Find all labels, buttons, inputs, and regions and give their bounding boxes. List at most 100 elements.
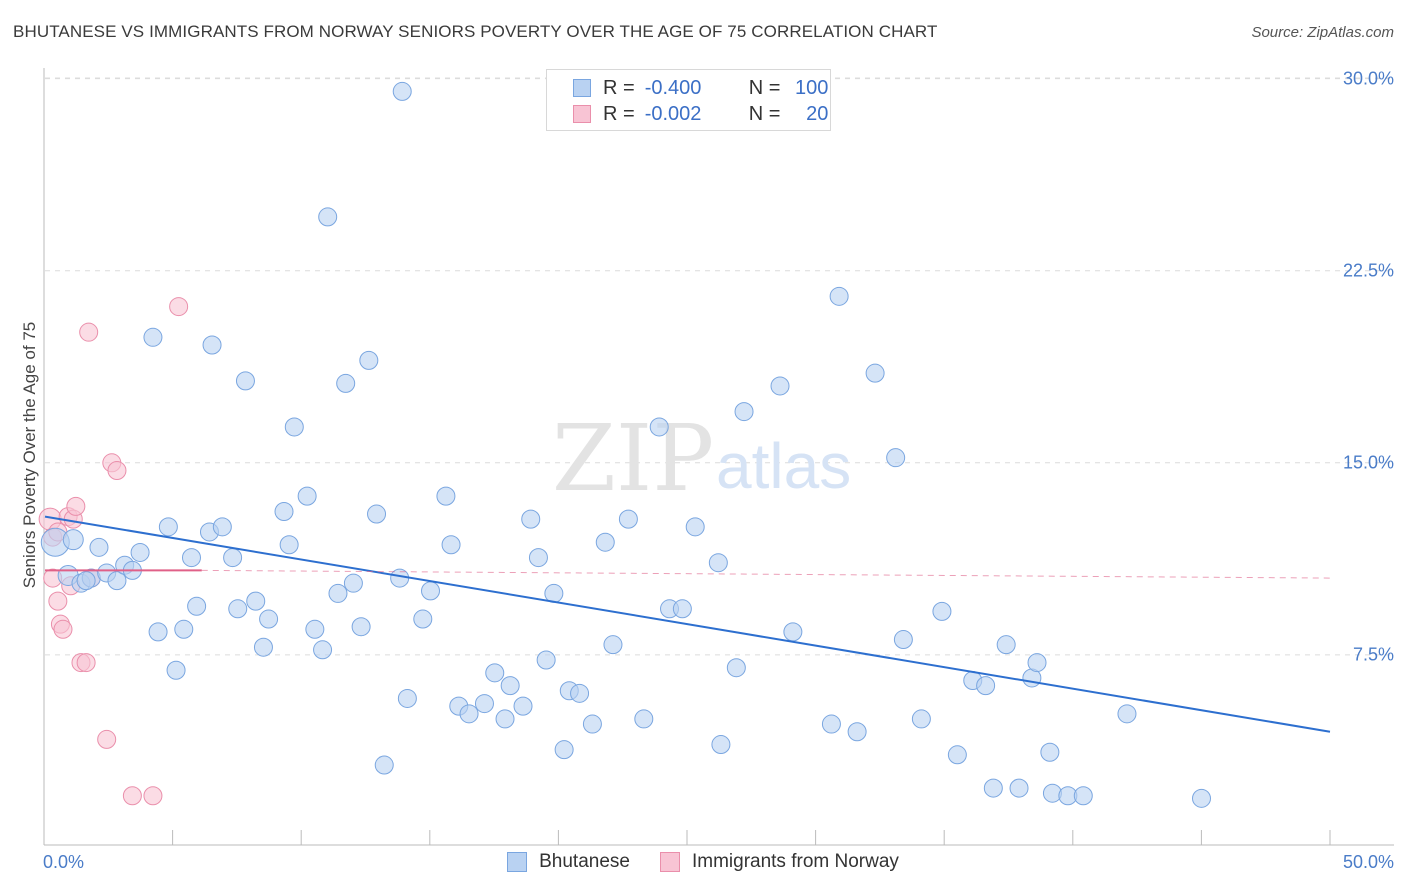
- bhutanese-point: [253, 637, 273, 657]
- bhutanese-point: [246, 591, 266, 611]
- bhutanese-point: [521, 509, 541, 529]
- bhutanese-point: [783, 622, 803, 642]
- bhutanese-point: [202, 335, 222, 355]
- y-tick-label: 15.0%: [1342, 452, 1394, 473]
- r-value: -0.400: [644, 76, 702, 99]
- bhutanese-point: [359, 350, 379, 370]
- norway-point: [53, 619, 73, 639]
- n-label: N =: [748, 102, 781, 125]
- bhutanese-point: [397, 688, 417, 708]
- norway-legend-swatch: [659, 852, 680, 872]
- bhutanese-point: [318, 207, 338, 227]
- norway-point: [122, 786, 142, 806]
- bhutanese-point: [413, 609, 433, 629]
- bhutanese-point: [996, 635, 1016, 655]
- bhutanese-point: [672, 599, 692, 619]
- bhutanese-point: [223, 548, 243, 568]
- bhutanese-point: [976, 676, 996, 696]
- chart-source: Source: ZipAtlas.com: [1251, 24, 1394, 41]
- bhutanese-point: [343, 573, 363, 593]
- bhutanese-point: [367, 504, 387, 524]
- bhutanese-point: [174, 619, 194, 639]
- bhutanese-point: [582, 714, 602, 734]
- bhutanese-point: [536, 650, 556, 670]
- legend-item-norway: Immigrants from Norway: [659, 851, 899, 873]
- x-tick-label-max: 50.0%: [1342, 852, 1394, 872]
- bhutanese-point: [865, 363, 885, 383]
- n-label: N =: [748, 76, 781, 99]
- bhutanese-point: [1117, 704, 1137, 724]
- bhutanese-point: [726, 658, 746, 678]
- n-value: 20: [806, 102, 829, 125]
- axes: [43, 68, 1394, 846]
- bhutanese-point: [130, 542, 150, 562]
- bhutanese-point: [336, 373, 356, 393]
- bhutanese-point: [485, 663, 505, 683]
- norway-point: [48, 591, 68, 611]
- bhutanese-point: [495, 709, 515, 729]
- n-value: 100: [795, 76, 829, 99]
- chart-title: BHUTANESE VS IMMIGRANTS FROM NORWAY SENI…: [13, 22, 938, 41]
- r-value: -0.002: [644, 102, 702, 125]
- bhutanese-point: [474, 694, 494, 714]
- bhutanese-point: [259, 609, 279, 629]
- bhutanese-point: [305, 619, 325, 639]
- norway-point: [169, 297, 189, 317]
- bhutanese-point: [166, 660, 186, 680]
- bhutanese-point: [212, 517, 232, 537]
- bhutanese-point: [274, 501, 294, 521]
- bhutanese-point: [228, 599, 248, 619]
- norway-point: [66, 496, 86, 516]
- series-legend: Bhutanese Immigrants from Norway: [0, 851, 1406, 873]
- norway-point: [79, 322, 99, 342]
- norway-trendline-extension: [201, 569, 1331, 579]
- bhutanese-point: [459, 704, 479, 724]
- stats-legend: R = -0.400 N = 100 R = -0.002 N = 20: [546, 69, 831, 131]
- bhutanese-points: [40, 81, 1211, 808]
- bhutanese-point: [947, 745, 967, 765]
- bhutanese-point: [374, 755, 394, 775]
- bhutanese-point: [158, 517, 178, 537]
- legend-label: Immigrants from Norway: [691, 851, 899, 872]
- bhutanese-point: [829, 286, 849, 306]
- bhutanese-point: [893, 630, 913, 650]
- bhutanese-point: [284, 417, 304, 437]
- bhutanese-point: [328, 583, 348, 603]
- bhutanese-point: [932, 601, 952, 621]
- y-tick-label: 30.0%: [1342, 68, 1394, 89]
- bhutanese-point: [528, 548, 548, 568]
- bhutanese-point: [392, 81, 412, 101]
- bhutanese-point: [649, 417, 669, 437]
- bhutanese-point: [1009, 778, 1029, 798]
- r-label: R =: [603, 102, 635, 125]
- bhutanese-point: [685, 517, 705, 537]
- bhutanese-point: [441, 535, 461, 555]
- legend-label: Bhutanese: [539, 851, 630, 872]
- bhutanese-point: [770, 376, 790, 396]
- bhutanese-point: [351, 617, 371, 637]
- y-tick-label: 22.5%: [1342, 260, 1394, 281]
- bhutanese-point: [76, 571, 96, 591]
- bhutanese-point: [634, 709, 654, 729]
- norway-point: [97, 729, 117, 749]
- bhutanese-point: [181, 548, 201, 568]
- bhutanese-point: [235, 371, 255, 391]
- bhutanese-point: [89, 537, 109, 557]
- bhutanese-point: [143, 327, 163, 347]
- bhutanese-point: [500, 676, 520, 696]
- r-label: R =: [603, 76, 635, 99]
- watermark-atlas: atlas: [716, 430, 851, 502]
- stats-legend-row-norway: R = -0.002 N = 20: [573, 102, 828, 126]
- bhutanese-point: [734, 402, 754, 422]
- bhutanese-point: [187, 596, 207, 616]
- bhutanese-point: [313, 640, 333, 660]
- bhutanese-point: [513, 696, 533, 716]
- bhutanese-point: [570, 683, 590, 703]
- norway-swatch: [573, 105, 591, 123]
- trendlines: [44, 515, 1331, 733]
- bhutanese-point: [1192, 788, 1211, 808]
- bhutanese-point: [148, 622, 168, 642]
- bhutanese-point: [1027, 653, 1047, 673]
- bhutanese-point: [436, 486, 456, 506]
- bhutanese-point: [708, 553, 728, 573]
